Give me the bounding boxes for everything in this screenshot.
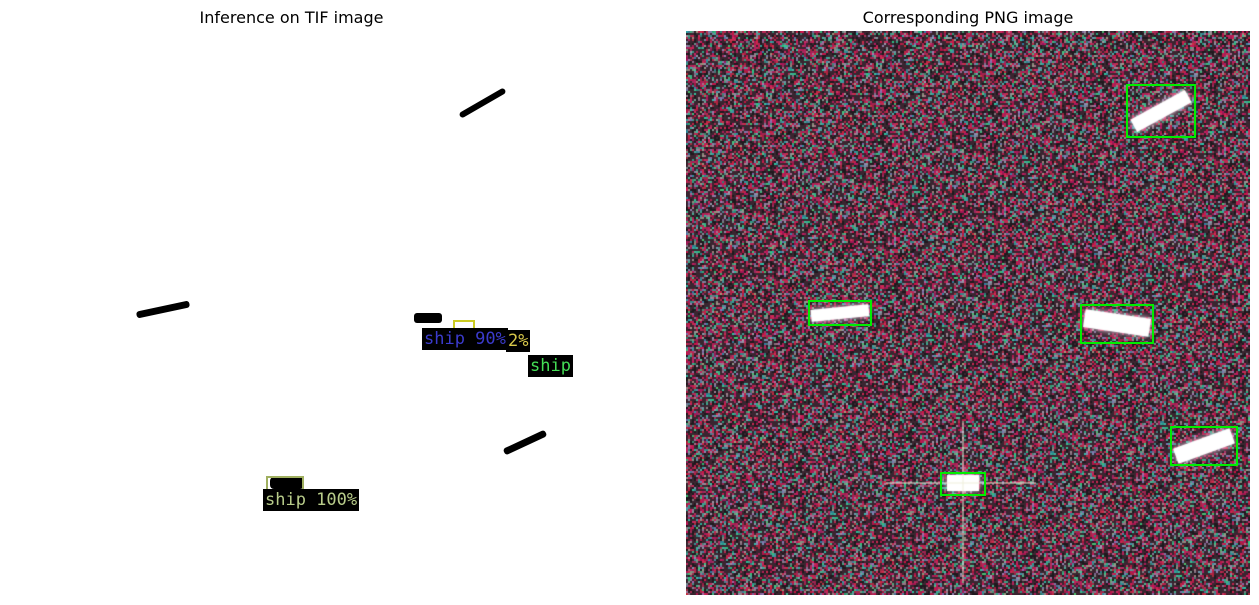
detection-label-ship-100: ship 100% [263,489,360,511]
tif-inference-image: ship 90% 2% ship ship 100% [2,31,582,595]
detection-box-lower-right [1170,426,1238,466]
detection-label-2-percent: 2% [506,330,531,352]
right-panel-title: Corresponding PNG image [862,8,1074,27]
ship-blob-left [135,300,191,319]
png-sar-image [686,31,1250,595]
detection-label-ship-90: ship 90% [422,328,508,350]
detection-label-ship: ship [528,355,573,377]
ship-blob-middle [414,313,442,323]
detection-box-bottom [940,472,986,496]
sar-noise-background [686,31,1250,595]
detection-box-middle-right [1080,304,1154,344]
detection-box-left [808,300,872,326]
ship-blob-lower-right [502,429,548,456]
left-panel-title: Inference on TIF image [199,8,384,27]
ship-blob-top-right [458,87,507,119]
detection-box-top-right [1126,84,1196,138]
ship-blob-bottom [270,477,304,489]
